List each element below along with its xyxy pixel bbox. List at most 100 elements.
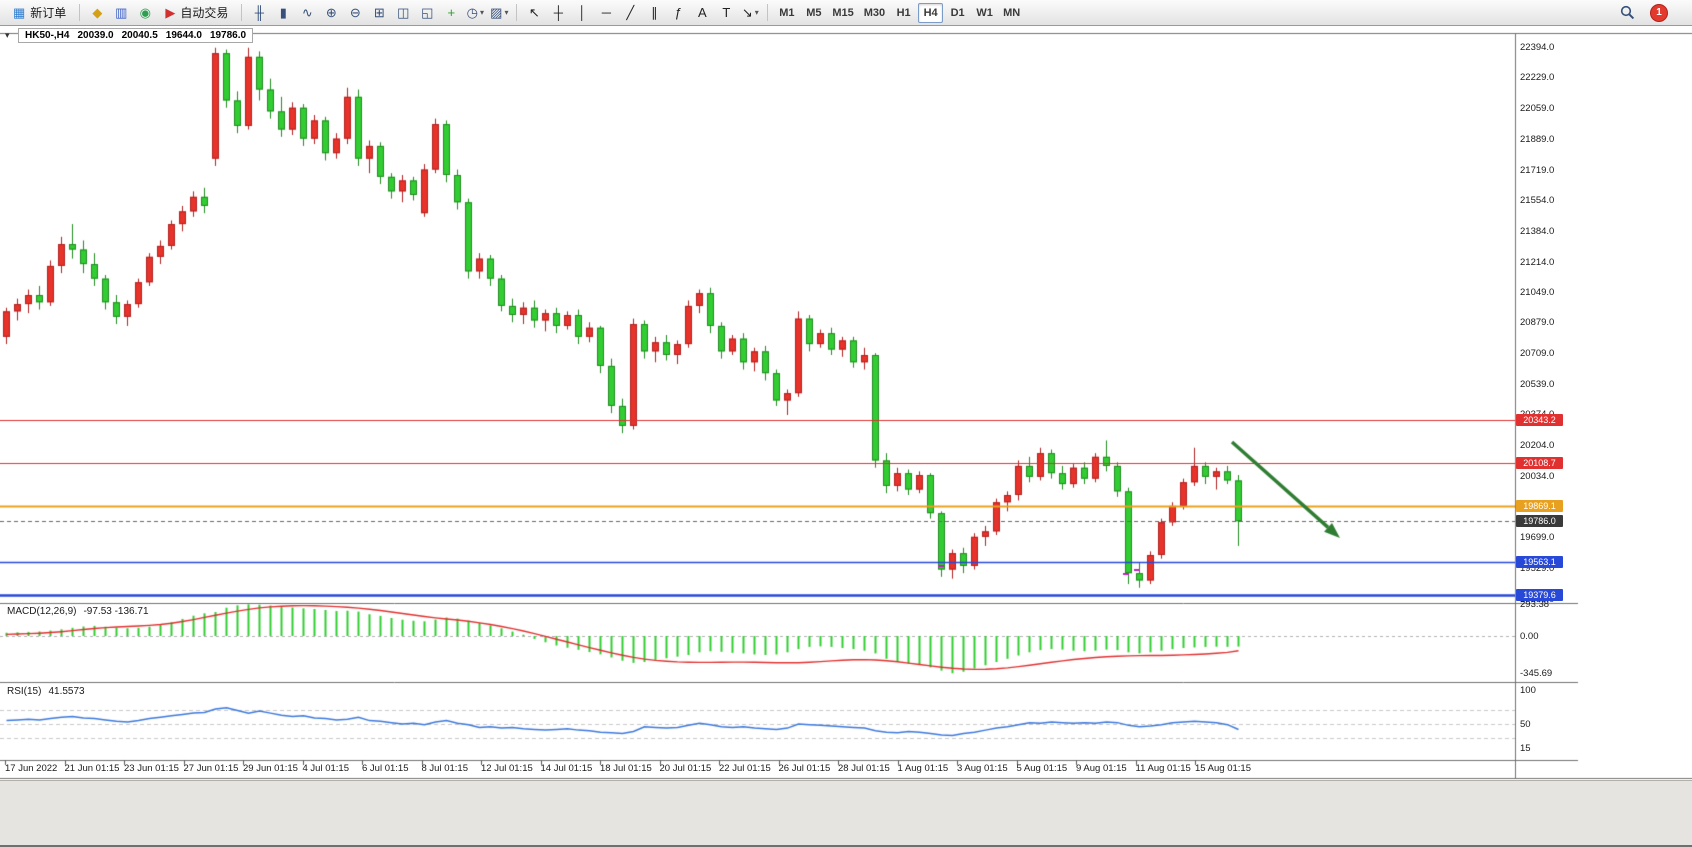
- main-toolbar: ▦ 新订单 ◆ ▥ ◉ ▶ 自动交易 ╫ ▮ ∿ ⊕ ⊖ ⊞ ◫ ◱ + ◷ ▾ ▨ ▾ ↖ ┼ │ ─ ╱ ∥ ƒ A T ↘ ▾ M1 M5…: [0, 0, 1692, 26]
- toolbar-separator: [79, 4, 81, 21]
- status-bar: [0, 780, 1692, 847]
- date-axis-label: 17 Jun 2022: [5, 763, 58, 774]
- fibonacci-icon[interactable]: ƒ: [667, 3, 689, 23]
- new-order-icon: ▦: [13, 5, 26, 20]
- price-axis-tick: 21049.0: [1520, 286, 1555, 298]
- price-tag: 19869.1: [1516, 500, 1563, 513]
- timeframe-m1[interactable]: M1: [779, 6, 795, 19]
- symbol-period-label: HK50-,H4: [25, 30, 70, 41]
- vertical-line-icon[interactable]: │: [571, 3, 593, 23]
- navigator-icon[interactable]: ◉: [134, 3, 156, 23]
- notification-badge[interactable]: 1: [1650, 3, 1668, 22]
- crosshair-icon: ┼: [553, 5, 563, 20]
- line-chart-icon[interactable]: ∿: [296, 3, 318, 23]
- macd-axis-tick: 293.38: [1520, 599, 1550, 611]
- timeframe-h4[interactable]: H4: [918, 2, 944, 23]
- timeframe-m30[interactable]: M30: [863, 6, 886, 19]
- templates-icon[interactable]: ▨ ▾: [488, 3, 510, 23]
- timeframe-mn[interactable]: MN: [1003, 6, 1021, 19]
- new-order-button[interactable]: ▦ 新订单: [6, 3, 73, 23]
- zoom-out-icon[interactable]: ⊖: [344, 3, 366, 23]
- price-axis-tick: 20879.0: [1520, 317, 1555, 329]
- horizontal-line-icon[interactable]: ─: [595, 3, 617, 23]
- metaeditor-icon[interactable]: ◆: [86, 3, 108, 23]
- date-axis-label: 9 Aug 01:15: [1076, 763, 1127, 774]
- crosshair-icon[interactable]: ┼: [547, 3, 569, 23]
- fibonacci-icon: ƒ: [674, 5, 682, 20]
- bar-chart-icon[interactable]: ╫: [248, 3, 270, 23]
- price-axis-tick: 21384.0: [1520, 225, 1555, 237]
- timeframe-m5[interactable]: M5: [806, 6, 822, 19]
- line-chart-icon: ∿: [301, 5, 313, 20]
- cursor-icon: ↖: [528, 5, 540, 20]
- vertical-line-icon: │: [578, 5, 587, 20]
- cursor-icon[interactable]: ↖: [523, 3, 545, 23]
- zoom-out-icon: ⊖: [349, 5, 361, 20]
- rsi-value: 41.5573: [48, 686, 85, 697]
- text-icon[interactable]: A: [691, 3, 713, 23]
- date-axis-label: 22 Jul 01:15: [719, 763, 771, 774]
- auto-trading-icon: ▶: [165, 5, 176, 20]
- label-icon[interactable]: T: [715, 3, 737, 23]
- chart-title: HK50-,H4 20039.0 20040.5 19644.0 19786.0: [18, 28, 254, 43]
- rsi-axis-tick: 50: [1520, 719, 1531, 730]
- add-indicator-icon: +: [447, 5, 456, 20]
- chart-shift-icon[interactable]: ◱: [416, 3, 438, 23]
- auto-trading-button[interactable]: ▶ 自动交易: [158, 3, 235, 23]
- add-indicator-icon[interactable]: +: [440, 3, 462, 23]
- price-axis-tick: 22229.0: [1520, 72, 1555, 83]
- periods-icon[interactable]: ◷ ▾: [464, 3, 486, 23]
- price-axis-tick: 20709.0: [1520, 348, 1555, 360]
- date-axis-label: 27 Jun 01:15: [183, 763, 239, 774]
- timeframe-m15[interactable]: M15: [832, 6, 854, 19]
- ohlc-open: 20039.0: [77, 30, 114, 41]
- toolbar-separator: [241, 4, 243, 21]
- auto-scroll-icon[interactable]: ◫: [392, 3, 414, 23]
- macd-indicator-label: MACD(12,26,9) -97.53 -136.71: [5, 606, 151, 617]
- data-window-icon[interactable]: ▥: [110, 3, 132, 23]
- dropdown-caret-icon: ▾: [754, 8, 759, 17]
- date-axis-label: 21 Jun 01:15: [64, 763, 120, 774]
- price-axis-tick: 22394.0: [1520, 42, 1555, 53]
- navigator-icon: ◉: [139, 5, 151, 20]
- zoom-in-icon[interactable]: ⊕: [320, 3, 342, 23]
- trendline-icon[interactable]: ╱: [619, 3, 641, 23]
- candlestick-chart-icon[interactable]: ▮: [272, 3, 294, 23]
- trendline-icon: ╱: [626, 5, 635, 20]
- ohlc-high: 20040.5: [121, 30, 158, 41]
- date-axis-label: 20 Jul 01:15: [659, 763, 712, 774]
- date-axis-label: 6 Jul 01:15: [362, 763, 409, 774]
- zoom-in-icon: ⊕: [325, 5, 337, 20]
- new-order-button-label: 新订单: [30, 6, 67, 20]
- timeframe-w1[interactable]: W1: [976, 6, 993, 19]
- macd-values: -97.53 -136.71: [83, 606, 149, 617]
- price-axis-tick: 20034.0: [1520, 471, 1555, 483]
- channel-icon[interactable]: ∥: [643, 3, 665, 23]
- timeframe-h1[interactable]: H1: [896, 6, 911, 19]
- date-axis-label: 8 Jul 01:15: [421, 763, 468, 774]
- ohlc-close: 19786.0: [209, 30, 247, 41]
- label-icon: T: [722, 5, 731, 20]
- window-bottom-edge: [0, 845, 1692, 847]
- rsi-indicator-label: RSI(15) 41.5573: [5, 686, 87, 697]
- dropdown-caret-icon: ▾: [504, 8, 509, 17]
- rsi-axis-tick: 15: [1520, 742, 1531, 754]
- date-axis-label: 14 Jul 01:15: [540, 763, 593, 774]
- chart-canvas[interactable]: [0, 26, 1692, 780]
- one-click-trading-collapse-icon[interactable]: ▾: [5, 30, 10, 40]
- price-axis-tick: 22059.0: [1520, 102, 1555, 114]
- date-axis-label: 15 Aug 01:15: [1195, 763, 1251, 774]
- price-tag: 20108.7: [1516, 456, 1563, 469]
- arrows-icon: ↘: [741, 5, 753, 20]
- tile-windows-icon[interactable]: ⊞: [368, 3, 390, 23]
- rsi-name: RSI(15): [7, 686, 42, 697]
- search-icon[interactable]: [1616, 3, 1638, 23]
- channel-icon: ∥: [651, 5, 658, 20]
- arrows-icon[interactable]: ↘ ▾: [739, 3, 761, 23]
- toolbar-separator: [516, 4, 518, 21]
- macd-axis-tick: -345.69: [1520, 668, 1553, 680]
- templates-icon: ▨: [490, 5, 503, 20]
- timeframe-d1[interactable]: D1: [950, 6, 965, 19]
- auto-trading-button-label: 自动交易: [180, 6, 229, 20]
